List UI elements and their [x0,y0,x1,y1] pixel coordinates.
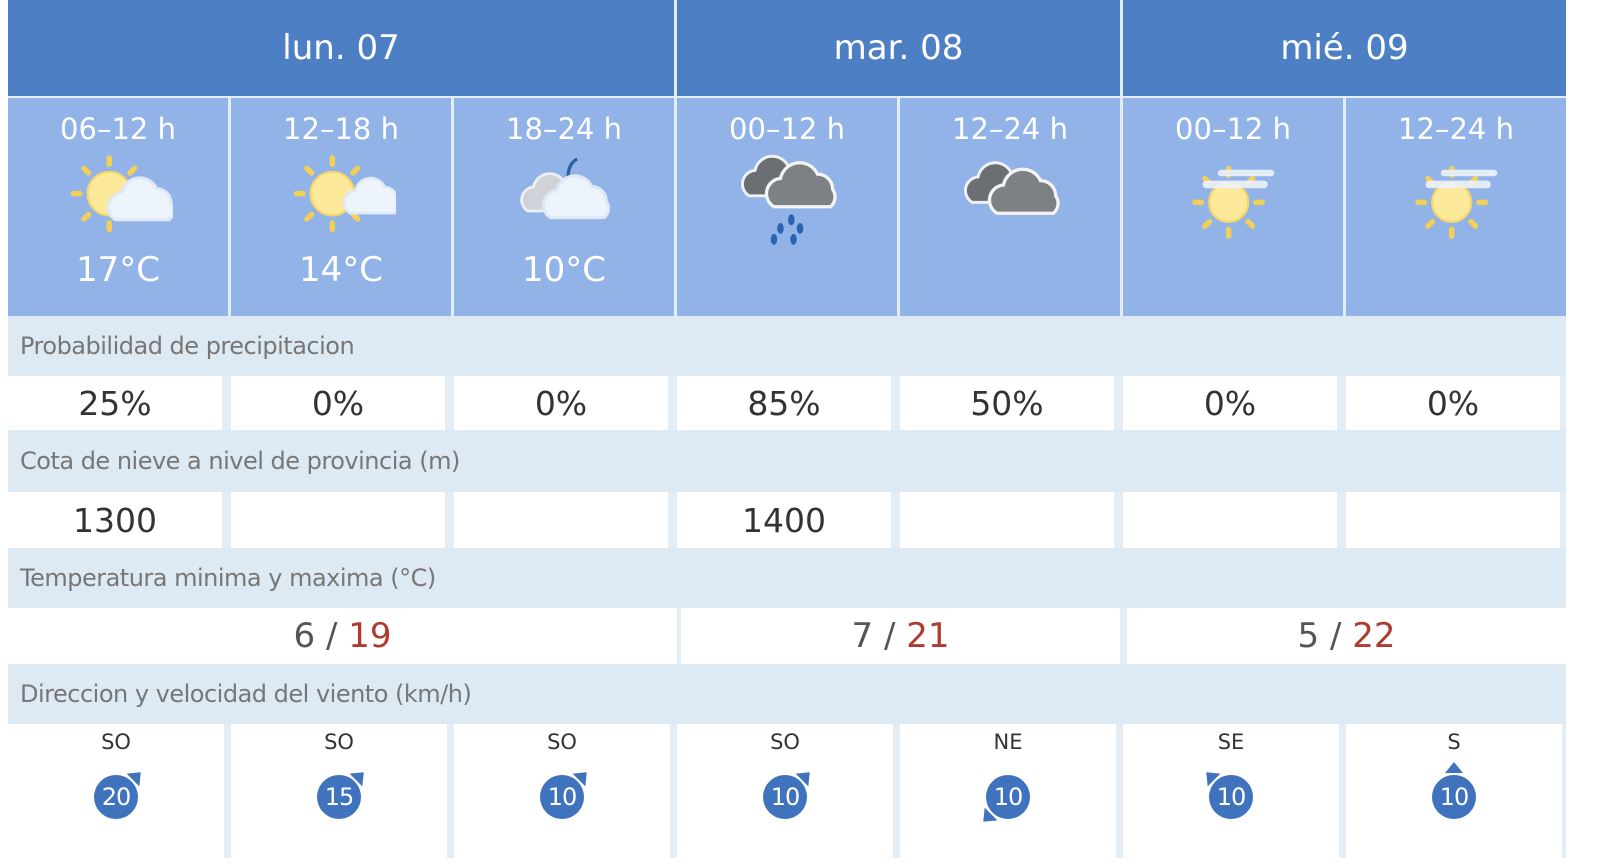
moon-cloud-icon [454,148,674,248]
day-header-row: lun. 07 mar. 08 mié. 09 [8,0,1566,96]
snow-level-value [1123,492,1337,548]
wind-direction: SO [101,730,131,754]
precip-label: Probabilidad de precipitacion [8,316,1566,376]
wind-direction: S [1447,730,1461,754]
precip-row: 25% 0% 0% 85% 50% 0% 0% [8,376,1566,430]
temp-label: Temperatura minima y maxima (°C) [8,548,1566,608]
wind-label: Direccion y velocidad del viento (km/h) [8,664,1566,724]
wind-speed: 10 [1209,775,1253,819]
period-temperature: 14°C [298,250,383,290]
period-time: 06–12 h [60,112,176,146]
wind-badge: 10 [1199,765,1256,822]
snow-level-value: 1300 [8,492,222,548]
min-temp: 5 [1297,616,1320,656]
day-header-tue: mar. 08 [677,0,1120,96]
wind-speed: 10 [540,775,584,819]
period-time: 12–24 h [1398,112,1514,146]
period-temperature: 17°C [75,250,160,290]
period-cell: 00–12 h [1123,98,1343,316]
period-cell: 18–24 h 10°C [454,98,674,316]
wind-direction: SO [770,730,800,754]
precip-value: 50% [900,376,1114,430]
sun-haze-icon [1123,148,1343,248]
wind-cell: SO 10 [677,724,893,858]
wind-direction: SO [324,730,354,754]
wind-cell: SO 10 [454,724,670,858]
sun-small-cloud-icon [231,148,451,248]
sun-cloud-icon [8,148,228,248]
period-row: 06–12 h 17°C 12–18 h 14°C 18–24 h 10°C 0… [8,96,1566,316]
separator: / [325,616,338,656]
wind-direction: SE [1217,730,1245,754]
wind-speed: 20 [94,775,138,819]
wind-speed: 10 [1432,775,1476,819]
precip-value: 85% [677,376,891,430]
forecast-table: lun. 07 mar. 08 mié. 09 06–12 h 17°C 12–… [8,0,1566,858]
period-temperature: 10°C [521,250,606,290]
minmax-row: 6 / 19 7 / 21 5 / 22 [8,608,1566,664]
precip-value: 0% [454,376,668,430]
snow-row: 1300 1400 [8,492,1566,548]
wind-direction: SO [547,730,577,754]
minmax-wed: 5 / 22 [1127,608,1566,664]
wind-cell: SO 20 [8,724,224,858]
wind-cell: SE 10 [1123,724,1339,858]
precip-value: 0% [231,376,445,430]
wind-badge: 10 [760,765,817,822]
wind-cell: S 10 [1346,724,1562,858]
wind-speed: 10 [986,775,1030,819]
day-header-wed: mié. 09 [1123,0,1566,96]
wind-direction: NE [993,730,1023,754]
sun-haze-icon [1346,148,1566,248]
snow-level-value [1346,492,1560,548]
snow-level-value: 1400 [677,492,891,548]
period-cell: 12–24 h [900,98,1120,316]
wind-cell: NE 10 [900,724,1116,858]
period-time: 00–12 h [1175,112,1291,146]
wind-badge: 10 [537,765,594,822]
wind-badge: 10 [1429,762,1479,822]
wind-speed: 10 [763,775,807,819]
precip-value: 25% [8,376,222,430]
max-temp: 21 [906,616,950,656]
wind-badge: 15 [314,765,371,822]
rain-cloud-icon [677,148,897,248]
overcast-cloud-icon [900,148,1120,248]
period-time: 12–24 h [952,112,1068,146]
minmax-tue: 7 / 21 [681,608,1120,664]
wind-cell: SO 15 [231,724,447,858]
snow-label: Cota de nieve a nivel de provincia (m) [8,430,1566,492]
min-temp: 6 [293,616,316,656]
precip-value: 0% [1346,376,1560,430]
wind-badge: 20 [91,765,148,822]
period-time: 18–24 h [506,112,622,146]
precip-value: 0% [1123,376,1337,430]
separator: / [883,616,896,656]
max-temp: 22 [1352,616,1396,656]
period-cell: 12–18 h 14°C [231,98,451,316]
wind-row: SO 20 SO 15 SO 10 SO 10 NE 10 SE 10 S [8,724,1566,858]
wind-arrow-icon [1445,762,1463,773]
period-time: 12–18 h [283,112,399,146]
minmax-mon: 6 / 19 [8,608,677,664]
snow-level-value [454,492,668,548]
wind-speed: 15 [317,775,361,819]
snow-level-value [231,492,445,548]
period-cell: 12–24 h [1346,98,1566,316]
separator: / [1329,616,1342,656]
period-cell: 00–12 h [677,98,897,316]
min-temp: 7 [851,616,874,656]
max-temp: 19 [348,616,392,656]
snow-level-value [900,492,1114,548]
day-header-mon: lun. 07 [8,0,674,96]
period-cell: 06–12 h 17°C [8,98,228,316]
period-time: 00–12 h [729,112,845,146]
wind-badge: 10 [976,772,1033,829]
